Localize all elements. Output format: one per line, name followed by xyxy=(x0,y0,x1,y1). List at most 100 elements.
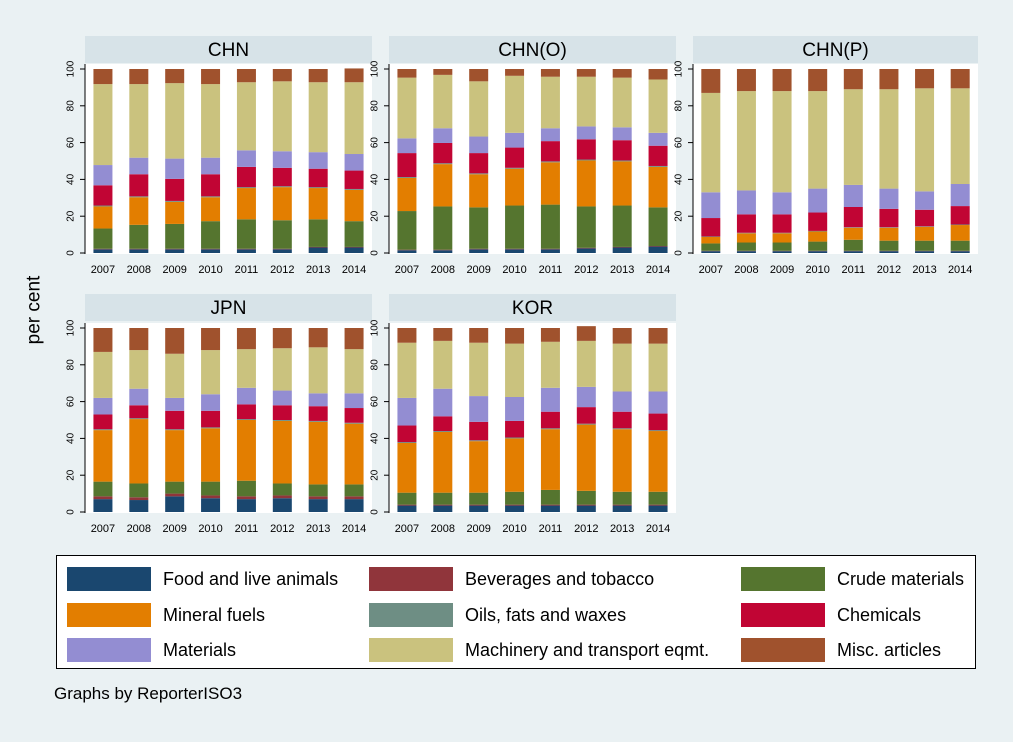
bar-segment-chno-2012-s5 xyxy=(577,139,596,159)
bar-segment-kor-2013-s6 xyxy=(613,391,632,411)
legend-item: Materials xyxy=(67,637,236,663)
bar-segment-chnp-2011-s0 xyxy=(844,251,863,253)
bar-segment-chn-2014-s5 xyxy=(345,171,364,189)
bar-segment-chno-2009-s1 xyxy=(469,249,488,250)
bar-segment-chnp-2009-s8 xyxy=(773,69,792,91)
bar-segment-chnp-2011-s3 xyxy=(844,228,863,240)
bar-segment-jpn-2010-s3 xyxy=(201,428,220,481)
bar-segment-chnp-2008-s5 xyxy=(737,214,756,232)
bar-segment-jpn-2010-s7 xyxy=(201,350,220,394)
legend-item: Machinery and transport eqmt. xyxy=(369,637,709,663)
bar-segment-chno-2009-s3 xyxy=(469,174,488,207)
bar-segment-chno-2008-s1 xyxy=(433,250,452,251)
bar-segment-chn-2012-s3 xyxy=(273,187,292,220)
bar-segment-jpn-2010-s4 xyxy=(201,427,220,428)
bar-segment-chn-2008-s2 xyxy=(129,225,148,249)
x-tick-label-chn-2010: 2010 xyxy=(198,264,222,276)
y-tick-label-chn-60: 60 xyxy=(66,137,77,149)
bar-segment-kor-2014-s1 xyxy=(649,505,668,506)
bar-segment-chn-2007-s8 xyxy=(93,69,112,84)
bar-segment-chn-2013-s2 xyxy=(309,219,328,247)
bar-segment-kor-2007-s7 xyxy=(397,343,416,398)
bar-segment-chn-2014-s8 xyxy=(345,68,364,82)
bar-segment-kor-2008-s1 xyxy=(433,505,452,506)
bar-segment-jpn-2010-s0 xyxy=(201,498,220,512)
bar-segment-kor-2008-s8 xyxy=(433,328,452,341)
bar-segment-chno-2011-s3 xyxy=(541,162,560,204)
bar-segment-chno-2010-s4 xyxy=(505,168,524,169)
bar-segment-chn-2008-s4 xyxy=(129,196,148,197)
y-tick-label-jpn-40: 40 xyxy=(66,432,77,444)
bar-segment-jpn-2008-s0 xyxy=(129,500,148,512)
bar-segment-chn-2012-s5 xyxy=(273,168,292,186)
bar-segment-jpn-2011-s1 xyxy=(237,496,256,499)
bar-segment-chn-2014-s1 xyxy=(345,247,364,248)
bar-segment-chno-2008-s5 xyxy=(433,143,452,163)
bar-segment-kor-2008-s2 xyxy=(433,493,452,505)
bar-segment-chno-2008-s7 xyxy=(433,75,452,128)
bar-segment-chn-2007-s7 xyxy=(93,84,112,165)
bar-segment-chnp-2009-s0 xyxy=(773,251,792,253)
y-tick-label-kor-40: 40 xyxy=(370,432,381,444)
bar-segment-chn-2008-s3 xyxy=(129,197,148,225)
bar-segment-jpn-2008-s8 xyxy=(129,328,148,350)
bar-segment-kor-2012-s7 xyxy=(577,341,596,387)
bar-segment-chnp-2012-s5 xyxy=(879,209,898,227)
bar-segment-jpn-2013-s4 xyxy=(309,421,328,422)
y-tick-label-chno-100: 100 xyxy=(370,60,381,77)
bar-segment-chn-2013-s0 xyxy=(309,247,328,253)
x-tick-label-kor-2012: 2012 xyxy=(574,523,598,535)
bar-segment-chnp-2014-s0 xyxy=(951,251,970,253)
bar-segment-chnp-2011-s2 xyxy=(844,240,863,251)
bar-segment-chno-2010-s0 xyxy=(505,249,524,253)
bar-segment-kor-2009-s8 xyxy=(469,328,488,343)
bar-segment-chnp-2009-s4 xyxy=(773,233,792,234)
bar-segment-chn-2008-s6 xyxy=(129,158,148,175)
bar-segment-chnp-2011-s8 xyxy=(844,69,863,89)
legend-label: Food and live animals xyxy=(163,569,338,590)
bar-segment-chno-2010-s7 xyxy=(505,76,524,133)
x-tick-label-chno-2010: 2010 xyxy=(502,264,526,276)
bar-segment-jpn-2010-s6 xyxy=(201,394,220,411)
bar-segment-jpn-2009-s5 xyxy=(165,411,184,429)
y-tick-label-chnp-40: 40 xyxy=(674,173,685,185)
bar-segment-jpn-2009-s3 xyxy=(165,430,184,482)
x-tick-label-chn-2009: 2009 xyxy=(162,264,186,276)
bar-segment-chn-2011-s7 xyxy=(237,82,256,150)
bar-segment-chnp-2007-s4 xyxy=(701,236,720,237)
bar-segment-chno-2007-s6 xyxy=(397,138,416,153)
bar-segment-chnp-2011-s5 xyxy=(844,207,863,227)
bar-segment-chn-2012-s1 xyxy=(273,249,292,250)
y-tick-label-chn-80: 80 xyxy=(66,100,77,112)
bar-segment-chn-2013-s8 xyxy=(309,69,328,82)
bar-segment-kor-2013-s0 xyxy=(613,506,632,512)
x-tick-label-chnp-2007: 2007 xyxy=(699,264,723,276)
bar-segment-chno-2014-s3 xyxy=(649,167,668,207)
bar-segment-jpn-2013-s8 xyxy=(309,328,328,347)
bar-segment-chno-2011-s8 xyxy=(541,69,560,77)
bar-segment-kor-2010-s3 xyxy=(505,438,524,491)
bar-segment-chn-2011-s1 xyxy=(237,249,256,250)
bar-segment-chn-2009-s2 xyxy=(165,224,184,249)
bar-segment-kor-2008-s0 xyxy=(433,506,452,512)
bar-segment-chn-2012-s2 xyxy=(273,220,292,249)
legend-item: Misc. articles xyxy=(741,637,941,663)
bar-segment-jpn-2014-s5 xyxy=(345,408,364,423)
bar-segment-chnp-2009-s6 xyxy=(773,192,792,214)
bar-segment-chnp-2013-s0 xyxy=(915,251,934,253)
bar-segment-chno-2011-s1 xyxy=(541,249,560,250)
bar-segment-chn-2010-s4 xyxy=(201,196,220,197)
bar-segment-kor-2011-s6 xyxy=(541,388,560,412)
legend-item: Crude materials xyxy=(741,566,964,592)
bar-segment-chnp-2007-s3 xyxy=(701,237,720,243)
y-tick-label-chno-80: 80 xyxy=(370,100,381,112)
x-tick-label-chn-2014: 2014 xyxy=(342,264,366,276)
x-tick-label-kor-2009: 2009 xyxy=(466,523,490,535)
legend-label: Mineral fuels xyxy=(163,605,265,626)
x-tick-label-chno-2009: 2009 xyxy=(466,264,490,276)
bar-segment-jpn-2011-s5 xyxy=(237,404,256,419)
bar-segment-jpn-2009-s4 xyxy=(165,429,184,430)
legend-item: Beverages and tobacco xyxy=(369,566,654,592)
bar-segment-kor-2009-s1 xyxy=(469,505,488,506)
bar-segment-chno-2009-s5 xyxy=(469,153,488,173)
